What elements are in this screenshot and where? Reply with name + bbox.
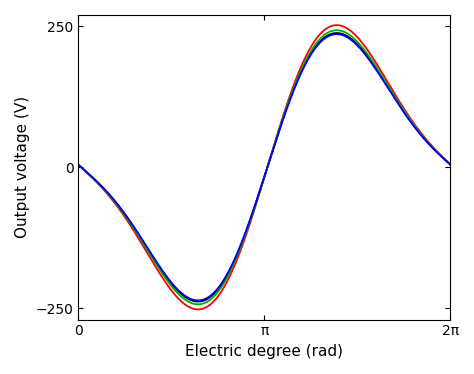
Y-axis label: Output voltage (V): Output voltage (V) xyxy=(15,96,30,238)
X-axis label: Electric degree (rad): Electric degree (rad) xyxy=(185,344,343,359)
